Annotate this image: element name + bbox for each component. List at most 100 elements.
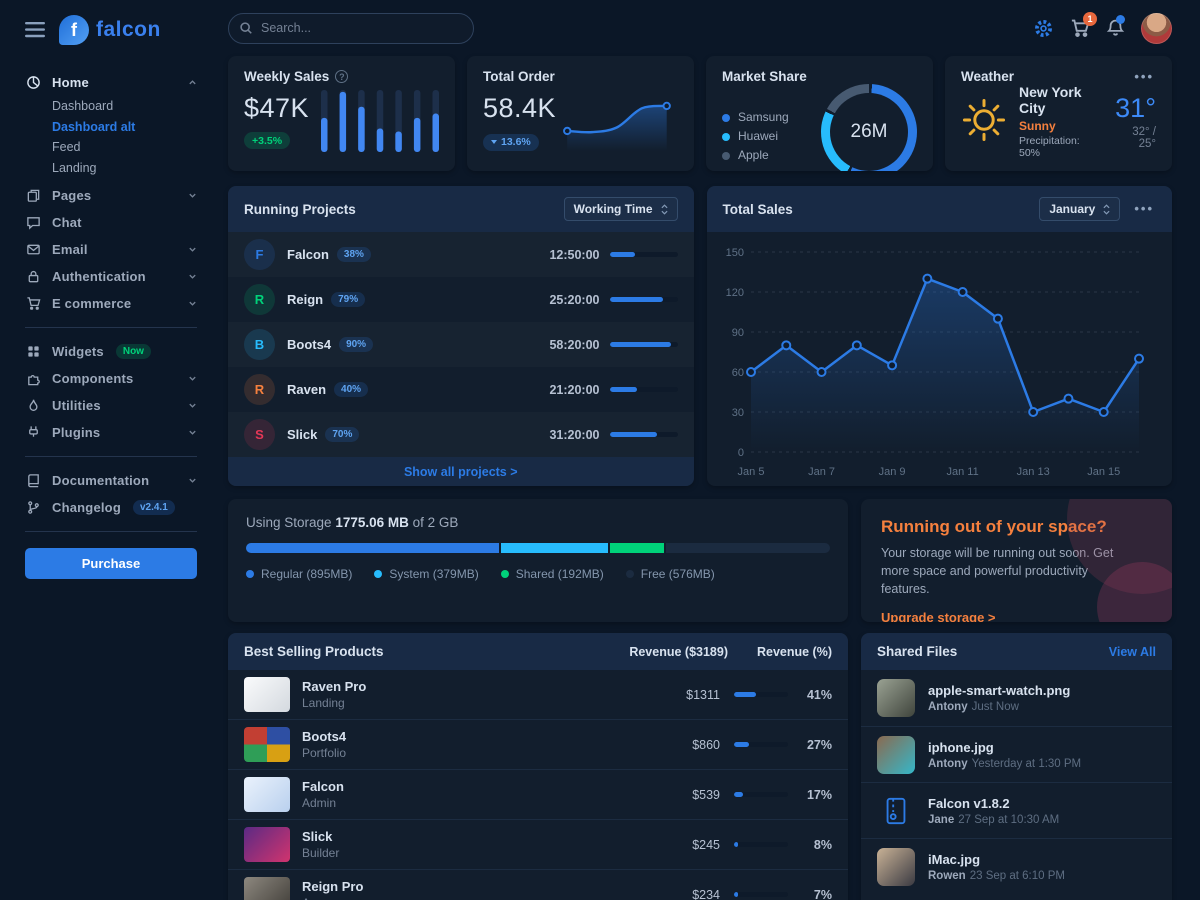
- project-row-reign[interactable]: R Reign 79% 25:20:00: [228, 277, 694, 322]
- project-row-boots4[interactable]: B Boots4 90% 58:20:00: [228, 322, 694, 367]
- info-circle-icon[interactable]: ?: [335, 70, 349, 83]
- storage-card: Using Storage 1775.06 MB of 2 GB Regular…: [228, 499, 848, 622]
- bell-icon[interactable]: [1106, 15, 1125, 38]
- project-time: 25:20:00: [549, 292, 600, 307]
- product-revenue: $245: [692, 837, 720, 852]
- running-projects-title: Running Projects: [244, 201, 356, 217]
- svg-text:30: 30: [731, 407, 743, 419]
- project-row-falcon[interactable]: F Falcon 38% 12:50:00: [228, 232, 694, 277]
- shared-file-imacjpg[interactable]: iMac.jpg Rowen 23 Sep at 6:10 PM: [861, 838, 1172, 894]
- project-name: Reign: [287, 292, 324, 307]
- sidebar-item-documentation[interactable]: Documentation: [25, 467, 197, 494]
- sidebar-item-email[interactable]: Email: [25, 236, 197, 263]
- settings-gear-icon[interactable]: [1033, 18, 1054, 39]
- weekly-sales-value: $47K: [244, 92, 310, 123]
- sidebar-item-label: Components: [52, 371, 134, 386]
- sidebar-item-dashboard-alt[interactable]: Dashboard alt: [52, 119, 136, 134]
- product-revenue: $539: [692, 787, 720, 802]
- product-list: Raven Pro Landing $1311 41% Boots4 Portfolio $…: [228, 670, 848, 900]
- product-row-reign-pro[interactable]: Reign Pro Agency $234 7%: [228, 870, 848, 900]
- legend-item-samsung: Samsung: [722, 108, 789, 127]
- sidebar-item-home[interactable]: Home: [25, 69, 197, 96]
- product-row-boots4[interactable]: Boots4 Portfolio $860 27%: [228, 720, 848, 770]
- puzzle-icon: [25, 371, 42, 386]
- stats-row: Weekly Sales ? $47K +3.5% Total Order: [228, 56, 1172, 171]
- project-row-slick[interactable]: S Slick 70% 31:20:00: [228, 412, 694, 457]
- file-meta: Antony Yesterday at 1:30 PM: [928, 758, 1081, 770]
- product-revenue-bar: [734, 842, 788, 847]
- weekly-sales-bar-chart: [321, 90, 439, 152]
- sidebar-item-utilities[interactable]: Utilities: [25, 392, 197, 419]
- topbar-icons: 1: [1033, 12, 1172, 44]
- ellipsis-menu-icon[interactable]: •••: [1134, 68, 1154, 84]
- weather-condition: Sunny: [1019, 119, 1056, 133]
- sidebar-item-plugins[interactable]: Plugins: [25, 419, 197, 446]
- storage-segment-free: [665, 543, 830, 553]
- sidebar-item-badge: Now: [115, 344, 151, 359]
- sidebar-divider: [25, 531, 197, 532]
- cart-icon[interactable]: 1: [1070, 12, 1097, 38]
- sidebar-item-components[interactable]: Components: [25, 365, 197, 392]
- purchase-button[interactable]: Purchase: [25, 548, 197, 579]
- sidebar-item-changelog[interactable]: Changelog v2.4.1: [25, 494, 197, 521]
- total-order-title: Total Order: [483, 69, 555, 84]
- month-select[interactable]: January: [1039, 197, 1121, 221]
- best-selling-title: Best Selling Products: [244, 644, 384, 659]
- sidebar-item-label: Widgets: [52, 344, 104, 359]
- shared-file-apple-smart-watchpng[interactable]: apple-smart-watch.png Antony Just Now: [861, 670, 1172, 726]
- legend-dot: [722, 151, 730, 160]
- sidebar-item-feed[interactable]: Feed: [52, 140, 81, 154]
- show-all-projects-link[interactable]: Show all projects >: [228, 457, 694, 486]
- total-sales-card: Total Sales January ••• 0 30 60 90 120: [706, 186, 1172, 486]
- product-category[interactable]: Landing: [302, 696, 345, 710]
- sidebar-item-label: Email: [52, 242, 88, 257]
- sidebar-item-dashboard[interactable]: Dashboard: [52, 99, 114, 113]
- product-category[interactable]: Agency: [302, 896, 628, 900]
- shared-file-falcon-v182[interactable]: Falcon v1.8.2 Jane 27 Sep at 10:30 AM: [861, 782, 1172, 838]
- weather-card: Weather ••• New York City Sunny Precipit…: [945, 56, 1172, 171]
- sidebar-item-chat[interactable]: Chat: [25, 209, 197, 236]
- sidebar-item-authentication[interactable]: Authentication: [25, 263, 197, 290]
- product-row-raven-pro[interactable]: Raven Pro Landing $1311 41%: [228, 670, 848, 720]
- chevron-down-icon: [188, 299, 197, 308]
- product-percent: 27%: [806, 737, 832, 752]
- ellipsis-menu-icon[interactable]: •••: [1134, 201, 1154, 216]
- project-avatar: B: [244, 329, 275, 360]
- project-progress-bar: [609, 342, 678, 347]
- product-category[interactable]: Portfolio: [302, 746, 347, 760]
- product-row-falcon[interactable]: Falcon Admin $539 17%: [228, 770, 848, 820]
- sidebar-item-landing[interactable]: Landing: [52, 160, 97, 175]
- sidebar-item-e-commerce[interactable]: E commerce: [25, 290, 197, 317]
- weather-temperature: 31°: [1115, 93, 1156, 123]
- chevron-down-icon: [188, 245, 197, 254]
- product-category[interactable]: Admin: [302, 796, 337, 810]
- cart-icon: [25, 296, 42, 311]
- product-row-slick[interactable]: Slick Builder $245 8%: [228, 820, 848, 870]
- pie-icon: [25, 75, 42, 90]
- project-row-raven[interactable]: R Raven 40% 21:20:00: [228, 367, 694, 412]
- user-avatar[interactable]: [1141, 12, 1172, 44]
- sidebar-item-badge: v2.4.1: [132, 500, 175, 515]
- product-thumbnail: [244, 877, 290, 900]
- notification-dot: [1116, 15, 1125, 24]
- file-time: Yesterday at 1:30 PM: [971, 757, 1082, 770]
- file-meta: Antony Just Now: [928, 701, 1070, 713]
- sidebar-item-widgets[interactable]: Widgets Now: [25, 338, 197, 365]
- product-revenue: $860: [692, 737, 720, 752]
- market-share-card: Market Share Samsung Huawei Apple 26M: [706, 56, 933, 171]
- sun-icon: [961, 97, 1007, 146]
- hamburger-menu-icon[interactable]: [25, 22, 45, 38]
- search-input[interactable]: [228, 12, 474, 44]
- product-category[interactable]: Builder: [302, 846, 340, 860]
- sidebar-submenu: Dashboard Dashboard alt Feed Landing: [52, 96, 197, 178]
- updown-caret-icon: [660, 203, 668, 215]
- falcon-logo[interactable]: f falcon: [59, 15, 161, 45]
- upgrade-storage-link[interactable]: Upgrade storage >: [881, 610, 996, 622]
- storage-segment-system: [500, 543, 608, 553]
- shared-file-iphonejpg[interactable]: iphone.jpg Antony Yesterday at 1:30 PM: [861, 726, 1172, 782]
- sidebar-item-pages[interactable]: Pages: [25, 182, 197, 209]
- view-all-link[interactable]: View All: [1108, 644, 1156, 659]
- total-order-spark-chart: [563, 101, 671, 151]
- working-time-select[interactable]: Working Time: [563, 197, 678, 221]
- project-percent-badge: 79%: [331, 292, 366, 307]
